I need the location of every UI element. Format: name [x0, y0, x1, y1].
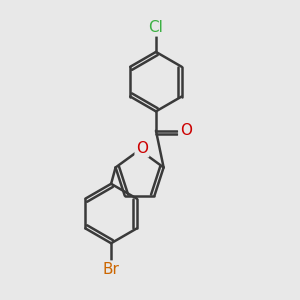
- Text: Cl: Cl: [148, 20, 164, 35]
- Text: Br: Br: [103, 262, 119, 277]
- Text: O: O: [136, 141, 148, 156]
- Text: O: O: [180, 123, 192, 138]
